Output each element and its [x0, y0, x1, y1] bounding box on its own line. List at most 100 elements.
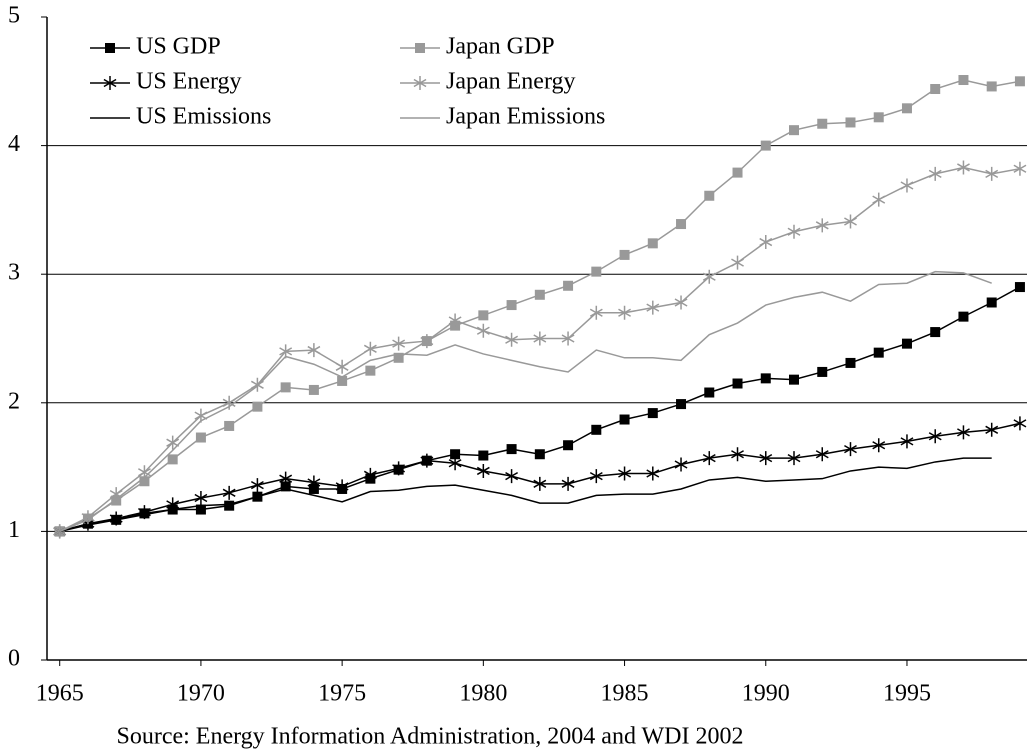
star-marker [505, 332, 519, 347]
star-marker [505, 469, 519, 484]
star-marker [731, 447, 744, 462]
star-marker [222, 485, 236, 500]
star-marker [589, 469, 603, 484]
x-tick-label: 1990 [742, 681, 790, 707]
star-marker [533, 331, 547, 346]
x-tick-label: 1970 [177, 681, 225, 707]
legend-marker [415, 43, 425, 53]
star-marker [533, 476, 547, 491]
legend-label: Japan Emissions [446, 104, 605, 130]
series-line [59, 286, 1021, 533]
square-marker [873, 347, 884, 358]
legend-label: US Energy [136, 69, 242, 95]
square-marker [789, 374, 800, 385]
square-marker [958, 311, 969, 322]
star-marker [420, 334, 434, 349]
star-marker [702, 451, 716, 466]
star-marker [307, 343, 321, 358]
legend-label: Japan Energy [446, 69, 576, 95]
series-line [59, 457, 992, 533]
square-marker [986, 297, 997, 308]
star-marker [476, 463, 490, 478]
star-marker [561, 476, 575, 491]
square-marker [676, 219, 687, 230]
square-marker [224, 500, 235, 511]
square-marker [393, 352, 404, 363]
square-marker [732, 378, 743, 389]
legend-marker [103, 76, 117, 90]
y-tick-label: 5 [8, 3, 20, 29]
star-marker [674, 295, 688, 310]
square-marker [732, 167, 743, 178]
star-marker [646, 300, 660, 315]
square-marker [986, 81, 997, 92]
square-marker [195, 432, 206, 443]
square-marker [280, 382, 291, 393]
star-marker [420, 453, 434, 468]
square-marker [873, 112, 884, 123]
y-tick-label: 4 [8, 131, 20, 157]
series-line [59, 270, 992, 533]
square-marker [1014, 76, 1025, 87]
star-marker [844, 214, 857, 229]
x-tick-label: 1975 [318, 681, 366, 707]
square-marker [534, 289, 545, 300]
star-marker [589, 305, 603, 320]
legend-label: US GDP [136, 34, 221, 60]
star-marker [561, 331, 575, 346]
star-marker [363, 467, 377, 482]
star-marker [166, 435, 180, 450]
square-marker [619, 249, 630, 260]
square-marker [252, 401, 263, 412]
square-marker [901, 338, 912, 349]
square-marker [591, 424, 602, 435]
y-tick-label: 2 [8, 388, 20, 414]
star-marker [1013, 161, 1027, 176]
legend-marker [413, 76, 427, 90]
star-marker [194, 490, 208, 505]
star-marker [674, 457, 688, 472]
star-marker [731, 255, 744, 270]
square-marker [817, 118, 828, 129]
square-marker [224, 420, 235, 431]
star-marker [844, 442, 857, 457]
star-marker [646, 466, 660, 481]
square-marker [337, 375, 348, 386]
square-marker [930, 327, 941, 338]
square-marker [845, 357, 856, 368]
star-marker [787, 224, 801, 239]
square-marker [704, 387, 715, 398]
star-marker [957, 425, 970, 440]
square-marker [563, 280, 574, 291]
star-marker [787, 451, 801, 466]
star-marker [759, 451, 773, 466]
star-marker [928, 166, 942, 181]
star-marker [872, 192, 886, 207]
x-tick-label: 1995 [883, 681, 931, 707]
y-tick-label: 3 [8, 260, 20, 286]
star-marker [392, 336, 406, 351]
series-line [59, 79, 1021, 533]
legend-label: Japan GDP [446, 34, 555, 60]
star-marker [815, 218, 829, 233]
square-marker [817, 366, 828, 377]
square-marker [308, 384, 319, 395]
star-marker [307, 475, 321, 490]
star-marker [618, 305, 631, 320]
square-marker [760, 140, 771, 151]
square-marker [647, 238, 658, 249]
square-marker [506, 444, 517, 455]
star-marker [759, 235, 773, 250]
square-marker [450, 449, 461, 460]
legend-marker [105, 43, 115, 53]
square-marker [365, 365, 376, 376]
square-marker [591, 266, 602, 277]
star-marker [900, 434, 914, 449]
square-marker [563, 440, 574, 451]
square-marker [195, 504, 206, 515]
star-marker [81, 510, 95, 525]
square-marker [958, 75, 969, 86]
star-marker [335, 359, 349, 374]
legend-label: US Emissions [136, 104, 271, 130]
